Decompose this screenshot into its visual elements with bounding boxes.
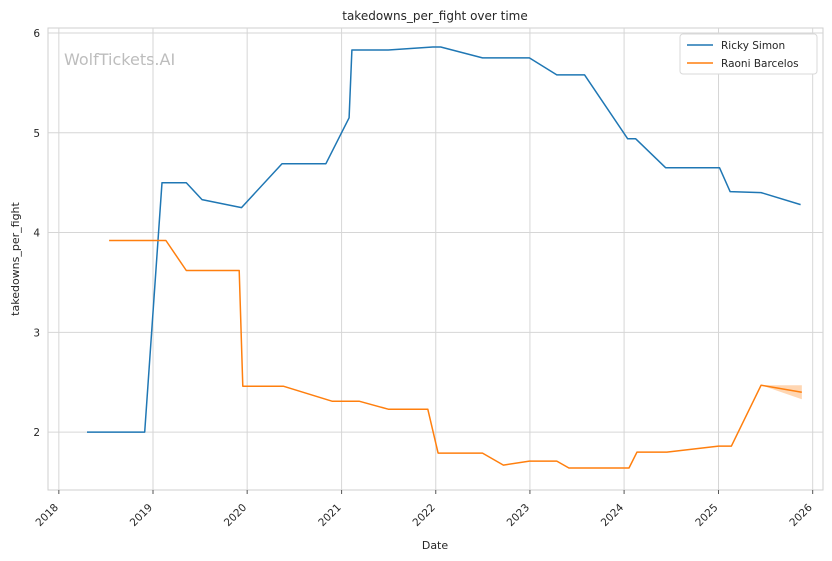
y-tick-label: 2 <box>33 427 40 439</box>
confidence-bands <box>761 385 802 400</box>
series-line-raoni-barcelos <box>109 239 802 469</box>
grid-lines <box>48 28 823 494</box>
legend-label-raoni-barcelos: Raoni Barcelos <box>721 58 799 70</box>
x-axis-label: Date <box>422 539 449 552</box>
y-tick-label: 4 <box>33 228 40 240</box>
legend-label-ricky-simon: Ricky Simon <box>721 40 785 52</box>
x-tick-label: 2021 <box>316 502 343 529</box>
x-tick-labels: 2018 2019 2020 2021 2022 2023 2024 2025 2026 <box>34 501 815 529</box>
watermark: WolfTickets.AI <box>64 50 175 69</box>
legend-box <box>679 33 818 75</box>
x-tick-label: 2026 <box>787 501 815 529</box>
y-tick-label: 3 <box>33 327 40 339</box>
x-tick-label: 2019 <box>128 502 155 529</box>
y-tick-label: 5 <box>33 128 40 140</box>
y-tick-label: 6 <box>33 28 40 40</box>
series-line-ricky-simon <box>87 46 801 433</box>
chart-title: takedowns_per_fight over time <box>342 9 528 23</box>
x-tick-label: 2022 <box>410 502 437 529</box>
y-axis-label: takedowns_per_fight <box>9 201 22 315</box>
x-tick-label: 2024 <box>599 501 627 529</box>
x-tick-label: 2018 <box>34 502 61 529</box>
x-tick-label: 2023 <box>505 502 532 529</box>
y-tick-labels: 2 3 4 5 6 <box>33 28 40 439</box>
series-lines <box>87 46 802 469</box>
x-tick-label: 2020 <box>222 502 249 529</box>
band-raoni-barcelos <box>761 385 802 400</box>
legend: Ricky Simon Raoni Barcelos <box>679 33 818 75</box>
x-tick-label: 2025 <box>693 502 720 529</box>
